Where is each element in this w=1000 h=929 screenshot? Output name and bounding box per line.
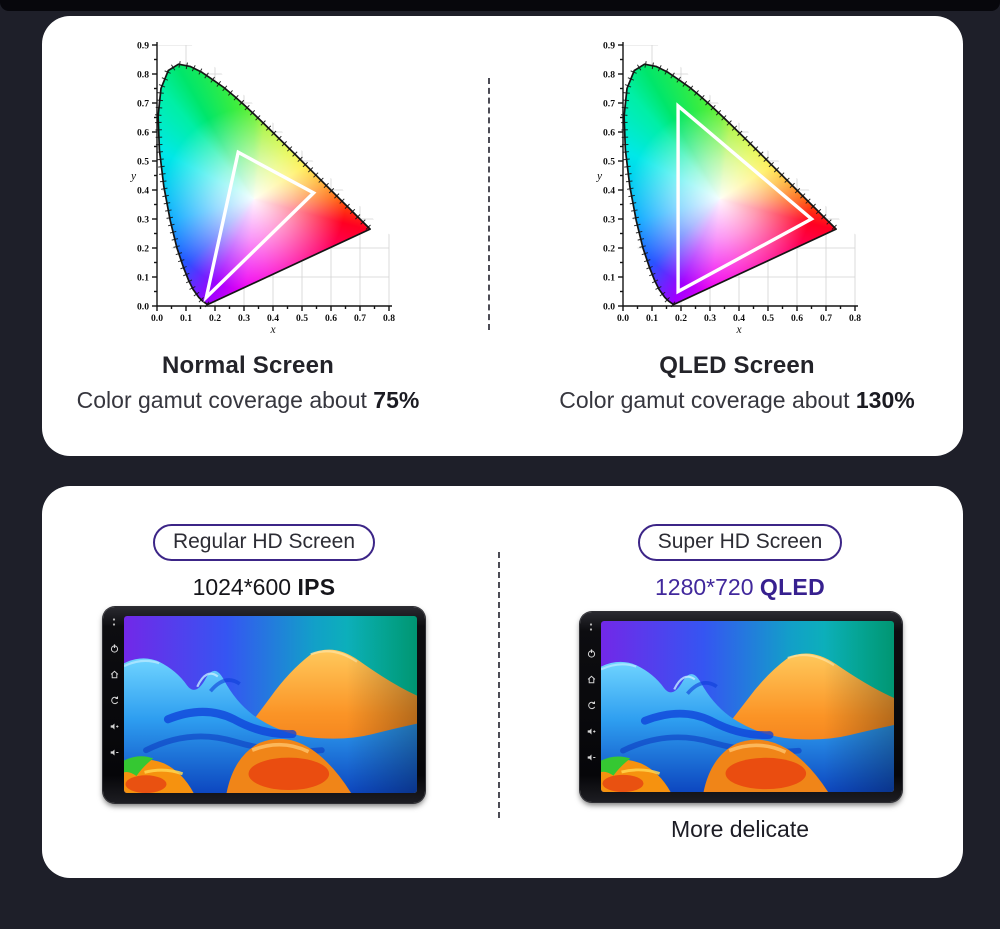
device-screen-wallpaper (124, 616, 417, 793)
svg-text:0.8: 0.8 (849, 313, 861, 324)
svg-text:0.7: 0.7 (820, 313, 832, 324)
home-icon (587, 675, 596, 684)
svg-text:0.1: 0.1 (603, 272, 615, 283)
svg-text:0.3: 0.3 (603, 214, 615, 225)
svg-text:0.0: 0.0 (603, 301, 615, 312)
svg-text:0.9: 0.9 (603, 40, 615, 51)
svg-text:0.1: 0.1 (646, 313, 658, 324)
device-screen-wallpaper (601, 621, 894, 792)
chromaticity-diagram-qled: 0.0 0.1 0.2 0.3 0.4 0.5 0.6 0.7 0.8 0.0 0.1 0.2 0.3 0… (578, 21, 880, 343)
gamut-subtitle-qled: Color gamut coverage about 130% (559, 387, 915, 413)
svg-text:0.5: 0.5 (137, 156, 149, 167)
svg-text:0.1: 0.1 (137, 272, 149, 283)
indicator-dots-icon (111, 617, 117, 627)
chart-locus-and-gamut-triangle (154, 60, 373, 308)
car-stereo-device-regular (103, 607, 425, 803)
chart-locus-and-gamut-triangle (620, 60, 839, 308)
svg-text:0.8: 0.8 (137, 69, 149, 80)
svg-text:0.5: 0.5 (762, 313, 774, 324)
volume-up-icon (110, 722, 119, 731)
resolution-super: 1280*720 QLED (655, 574, 825, 600)
svg-text:0.5: 0.5 (296, 313, 308, 324)
svg-text:0.6: 0.6 (791, 313, 803, 324)
gamut-title-qled: QLED Screen (659, 352, 815, 379)
coverage-value: 130% (855, 387, 915, 413)
back-icon (110, 696, 119, 705)
svg-text:0.4: 0.4 (267, 313, 279, 324)
svg-text:0.4: 0.4 (733, 313, 745, 324)
svg-text:0.7: 0.7 (603, 98, 615, 109)
volume-down-icon (110, 748, 119, 757)
svg-text:0.7: 0.7 (354, 313, 366, 324)
svg-text:0.6: 0.6 (137, 127, 149, 138)
resolution-regular: 1024*600 IPS (192, 574, 336, 600)
svg-text:0.8: 0.8 (603, 69, 615, 80)
screen-comparison-card: Regular HD Screen 1024*600 IPS Super HD … (42, 486, 963, 878)
gamut-label-left: Normal Screen Color gamut coverage about… (42, 352, 454, 414)
svg-text:0.1: 0.1 (180, 313, 192, 324)
volume-down-icon (587, 753, 596, 762)
svg-text:0.8: 0.8 (383, 313, 395, 324)
svg-text:0.2: 0.2 (603, 243, 615, 254)
power-icon (587, 649, 596, 658)
coverage-value: 75% (373, 387, 420, 413)
svg-text:0.9: 0.9 (137, 40, 149, 51)
svg-text:0.2: 0.2 (209, 313, 221, 324)
svg-text:0.6: 0.6 (325, 313, 337, 324)
caption-more-delicate: More delicate (670, 816, 810, 842)
svg-text:0.5: 0.5 (603, 156, 615, 167)
svg-text:x: x (735, 324, 742, 336)
back-icon (587, 701, 596, 710)
gamut-subtitle-normal: Color gamut coverage about 75% (76, 387, 420, 413)
svg-text:0.2: 0.2 (137, 243, 149, 254)
svg-text:y: y (130, 171, 137, 183)
bezel-buttons (584, 622, 598, 762)
chromaticity-diagram-normal: 0.0 0.1 0.2 0.3 0.4 0.5 0.6 0.7 0.8 0.0 0.1 0.2 0.3 0… (112, 21, 414, 343)
badge-regular-hd: Regular HD Screen (152, 524, 376, 561)
vertical-dashed-divider (498, 552, 500, 818)
vertical-dashed-divider (488, 78, 490, 330)
svg-text:x: x (269, 324, 276, 336)
svg-text:0.6: 0.6 (603, 127, 615, 138)
top-divider-bar (0, 0, 1000, 11)
svg-text:0.7: 0.7 (137, 98, 149, 109)
car-stereo-device-super (580, 612, 902, 802)
svg-text:0.0: 0.0 (137, 301, 149, 312)
home-icon (110, 670, 119, 679)
screen-column-super: Super HD Screen 1280*720 QLED (520, 524, 960, 601)
svg-text:0.2: 0.2 (675, 313, 687, 324)
gamut-label-right: QLED Screen Color gamut coverage about 1… (517, 352, 957, 414)
svg-text:0.0: 0.0 (151, 313, 163, 324)
gamut-comparison-card: 0.0 0.1 0.2 0.3 0.4 0.5 0.6 0.7 0.8 0.0 0.1 0.2 0.3 0… (42, 16, 963, 456)
power-icon (110, 644, 119, 653)
gamut-title-normal: Normal Screen (161, 352, 334, 379)
svg-text:0.4: 0.4 (137, 185, 149, 196)
svg-text:0.4: 0.4 (603, 185, 615, 196)
svg-text:0.3: 0.3 (704, 313, 716, 324)
svg-text:0.0: 0.0 (617, 313, 629, 324)
svg-text:0.3: 0.3 (137, 214, 149, 225)
svg-text:0.3: 0.3 (238, 313, 250, 324)
badge-super-hd: Super HD Screen (637, 524, 843, 561)
svg-text:y: y (596, 171, 603, 183)
volume-up-icon (587, 727, 596, 736)
indicator-dots-icon (588, 622, 594, 632)
bezel-buttons (107, 617, 121, 757)
screen-column-regular: Regular HD Screen 1024*600 IPS (54, 524, 474, 601)
